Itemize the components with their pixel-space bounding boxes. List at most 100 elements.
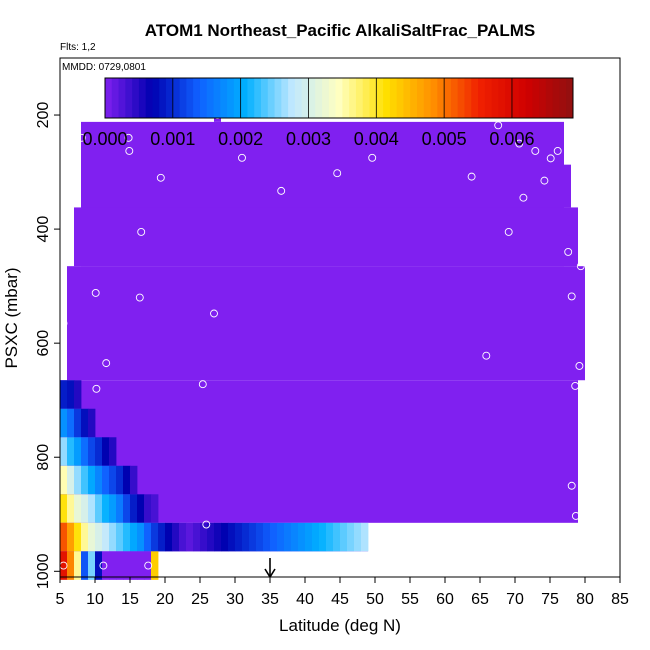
colorbar-swatch (179, 78, 187, 118)
heatmap-region-2 (81, 164, 571, 208)
colorbar-swatch (362, 78, 371, 118)
heatmap-cell (151, 522, 159, 552)
heatmap-region-4 (67, 266, 585, 381)
heatmap-cell (95, 437, 103, 466)
colorbar-swatch (410, 78, 418, 118)
flight-point (91, 289, 100, 297)
colorbar-swatch (423, 78, 432, 118)
x-tick-label: 40 (296, 591, 314, 608)
heatmap-cell (207, 522, 215, 552)
heatmap-cell (74, 551, 82, 580)
heatmap-cell (81, 522, 89, 552)
colorbar-swatch (220, 78, 228, 118)
colorbar-swatch (240, 78, 248, 118)
heatmap-cell (235, 522, 243, 552)
colorbar-swatch (417, 78, 425, 118)
flight-point (575, 362, 584, 370)
heatmap-cell (109, 465, 117, 495)
colorbar-swatch (125, 78, 133, 118)
flight-point (531, 147, 540, 155)
heatmap-cell (158, 522, 166, 552)
flight-point (125, 147, 134, 155)
heatmap-cell (172, 522, 180, 552)
flight-point (368, 153, 377, 162)
heatmap-cell (305, 522, 313, 552)
heatmap-cell (88, 522, 96, 552)
heatmap-cell (312, 522, 320, 552)
heatmap-cell (200, 522, 208, 552)
heatmap-cell (361, 522, 369, 552)
x-tick-label: 70 (506, 591, 524, 608)
heatmap-cell (144, 522, 152, 552)
heatmap-cell (123, 522, 131, 552)
x-tick-label: 35 (261, 591, 279, 608)
heatmap-cell (81, 551, 89, 580)
heatmap-cell (270, 522, 278, 552)
colorbar-swatch (111, 78, 120, 118)
heatmap-cell (151, 494, 159, 523)
heatmap-cell (74, 437, 82, 466)
flight-point (467, 172, 476, 181)
colorbar-swatch (552, 78, 560, 118)
heatmap-cell (123, 551, 131, 580)
flight-point (576, 262, 585, 271)
heatmap-cell (130, 551, 138, 580)
heatmap-cell (144, 551, 152, 580)
heatmap-cell (116, 522, 124, 552)
flight-point (277, 186, 286, 195)
colorbar-swatch (518, 78, 527, 118)
heatmap-cell (109, 522, 117, 552)
heatmap-cell (88, 551, 96, 580)
colorbar-swatch (437, 78, 445, 118)
colorbar-swatch (199, 78, 208, 118)
heatmap-cell (67, 494, 75, 523)
colorbar-swatch (539, 78, 547, 118)
colorbar-swatch (227, 78, 235, 118)
colorbar-swatch (328, 78, 337, 118)
colorbar-swatch (186, 78, 194, 118)
colorbar-swatch (301, 78, 309, 118)
colorbar-swatch (484, 78, 493, 118)
heatmap-cell (74, 408, 82, 438)
heatmap-cell (81, 408, 89, 438)
colorbar-swatch (159, 78, 167, 118)
heatmap-cell (74, 494, 82, 523)
flight-point (198, 380, 207, 389)
heatmap-cell (102, 465, 110, 495)
colorbar-swatch (511, 78, 520, 118)
x-tick-label: 80 (576, 591, 594, 608)
colorbar-swatch (396, 78, 404, 118)
colorbar-tick-label: 0.006 (489, 129, 534, 149)
heatmap-cell (277, 522, 285, 552)
colorbar-swatch (294, 78, 303, 118)
flight-point (519, 193, 528, 202)
colorbar-swatch (261, 78, 269, 118)
y-tick-label: 1000 (35, 553, 52, 589)
colorbar-swatch (457, 78, 465, 118)
heatmap-cell (284, 522, 292, 552)
heatmap-cell (354, 522, 362, 552)
x-tick-label: 25 (191, 591, 209, 608)
flight-point (540, 176, 549, 185)
heatmap-cell (88, 437, 96, 466)
heatmap-cell (109, 437, 117, 466)
heatmap-cell (74, 380, 82, 409)
heatmap-cell (137, 551, 145, 580)
colorbar-swatch (491, 78, 499, 118)
heatmap-cell (102, 437, 110, 466)
colorbar-swatch (254, 78, 262, 118)
heatmap-cell (74, 465, 82, 495)
heatmap-cell (298, 522, 306, 552)
heatmap-cell (130, 494, 138, 523)
heatmap-cell (95, 494, 103, 523)
colorbar-swatch (498, 78, 506, 118)
heatmap-cell (109, 551, 117, 580)
heatmap-cell (116, 551, 124, 580)
colorbar-tick-label: 0.004 (354, 129, 399, 149)
x-tick-label: 65 (471, 591, 489, 608)
heatmap-cell (67, 522, 75, 552)
y-tick-label: 200 (35, 102, 52, 129)
y-tick-label: 800 (35, 444, 52, 471)
heatmap-cell (60, 437, 68, 466)
heatmap-cell (109, 494, 117, 523)
